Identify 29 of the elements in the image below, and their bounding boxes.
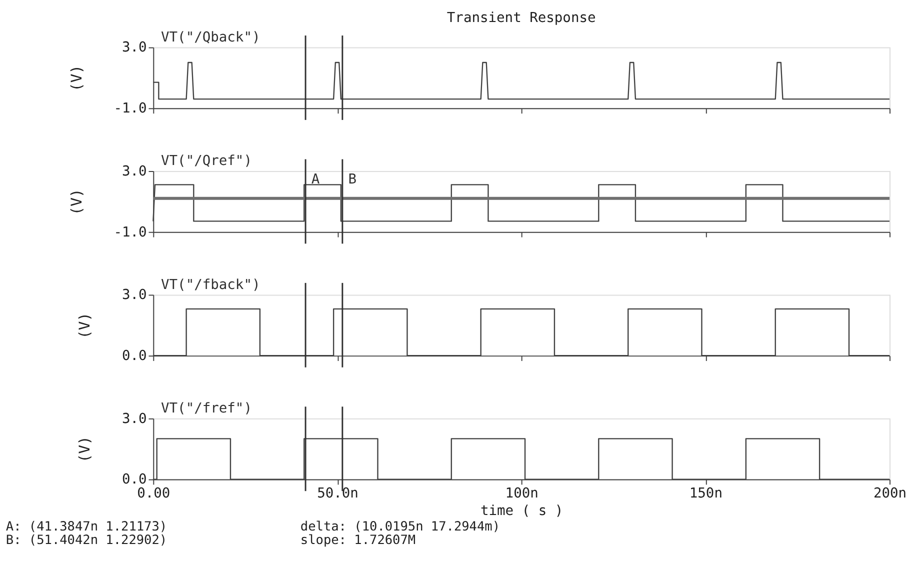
y-tick-label: -1.0 xyxy=(114,100,147,117)
y-tick-label: 3.0 xyxy=(122,163,147,180)
text: slope: 1.72607M xyxy=(300,533,416,548)
series-label: VT("/fback") xyxy=(161,276,260,293)
chart-title: Transient Response xyxy=(446,10,596,26)
series-label: VT("/fref") xyxy=(161,400,252,417)
y-tick-label: -1.0 xyxy=(114,224,147,240)
y-axis-title: (V) xyxy=(68,188,86,216)
y-tick-label: 3.0 xyxy=(122,410,147,427)
x-tick-label: 50.0n xyxy=(317,485,358,502)
y-axis-title: (V) xyxy=(68,64,86,92)
x-axis-title: time ( s ) xyxy=(480,503,564,520)
text: VT("/Qback") xyxy=(161,29,260,46)
text: delta: (10.0195n 17.2944m) xyxy=(300,519,500,534)
x-tick-label: 0.00 xyxy=(137,485,170,502)
text: A: (41.3847n 1.21173) xyxy=(6,519,168,534)
y-axis-title: (V) xyxy=(76,436,94,463)
x-tick-label: 200n xyxy=(873,485,907,502)
text: B: (51.4042n 1.22902) xyxy=(6,533,168,548)
ref-line-label: B xyxy=(348,171,357,188)
ref-line-label: A xyxy=(311,171,320,188)
y-axis-title: (V) xyxy=(76,312,94,339)
x-tick-label: 150n xyxy=(689,485,722,502)
y-tick-label: 3.0 xyxy=(122,287,147,304)
series-label: VT("/Qref") xyxy=(161,153,252,170)
y-tick-label: 0.0 xyxy=(122,472,147,488)
y-tick-label: 0.0 xyxy=(122,348,147,364)
x-tick-label: 100n xyxy=(505,485,538,502)
y-tick-label: 3.0 xyxy=(122,40,147,56)
